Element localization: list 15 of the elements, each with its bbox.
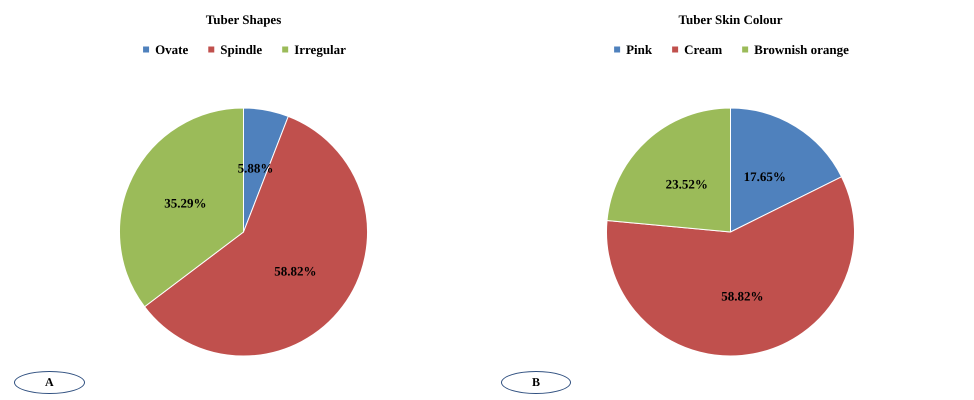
legend-label: Spindle — [220, 42, 262, 57]
data-label: 58.82% — [721, 288, 764, 304]
data-label: 35.29% — [164, 196, 206, 211]
legend-label: Ovate — [155, 42, 189, 57]
chart-title: Tuber Skin Colour — [678, 12, 783, 27]
chart-title: Tuber Shapes — [206, 12, 282, 27]
legend-label: Brownish orange — [754, 42, 850, 57]
data-label: 23.52% — [666, 176, 708, 192]
text: A — [14, 371, 85, 394]
data-label: 17.65% — [744, 169, 786, 184]
text: B — [501, 371, 572, 394]
data-label: 58.82% — [274, 264, 316, 279]
legend-label: Irregular — [294, 42, 346, 57]
legend-label: Cream — [684, 42, 722, 57]
legend-label: Pink — [626, 42, 653, 57]
